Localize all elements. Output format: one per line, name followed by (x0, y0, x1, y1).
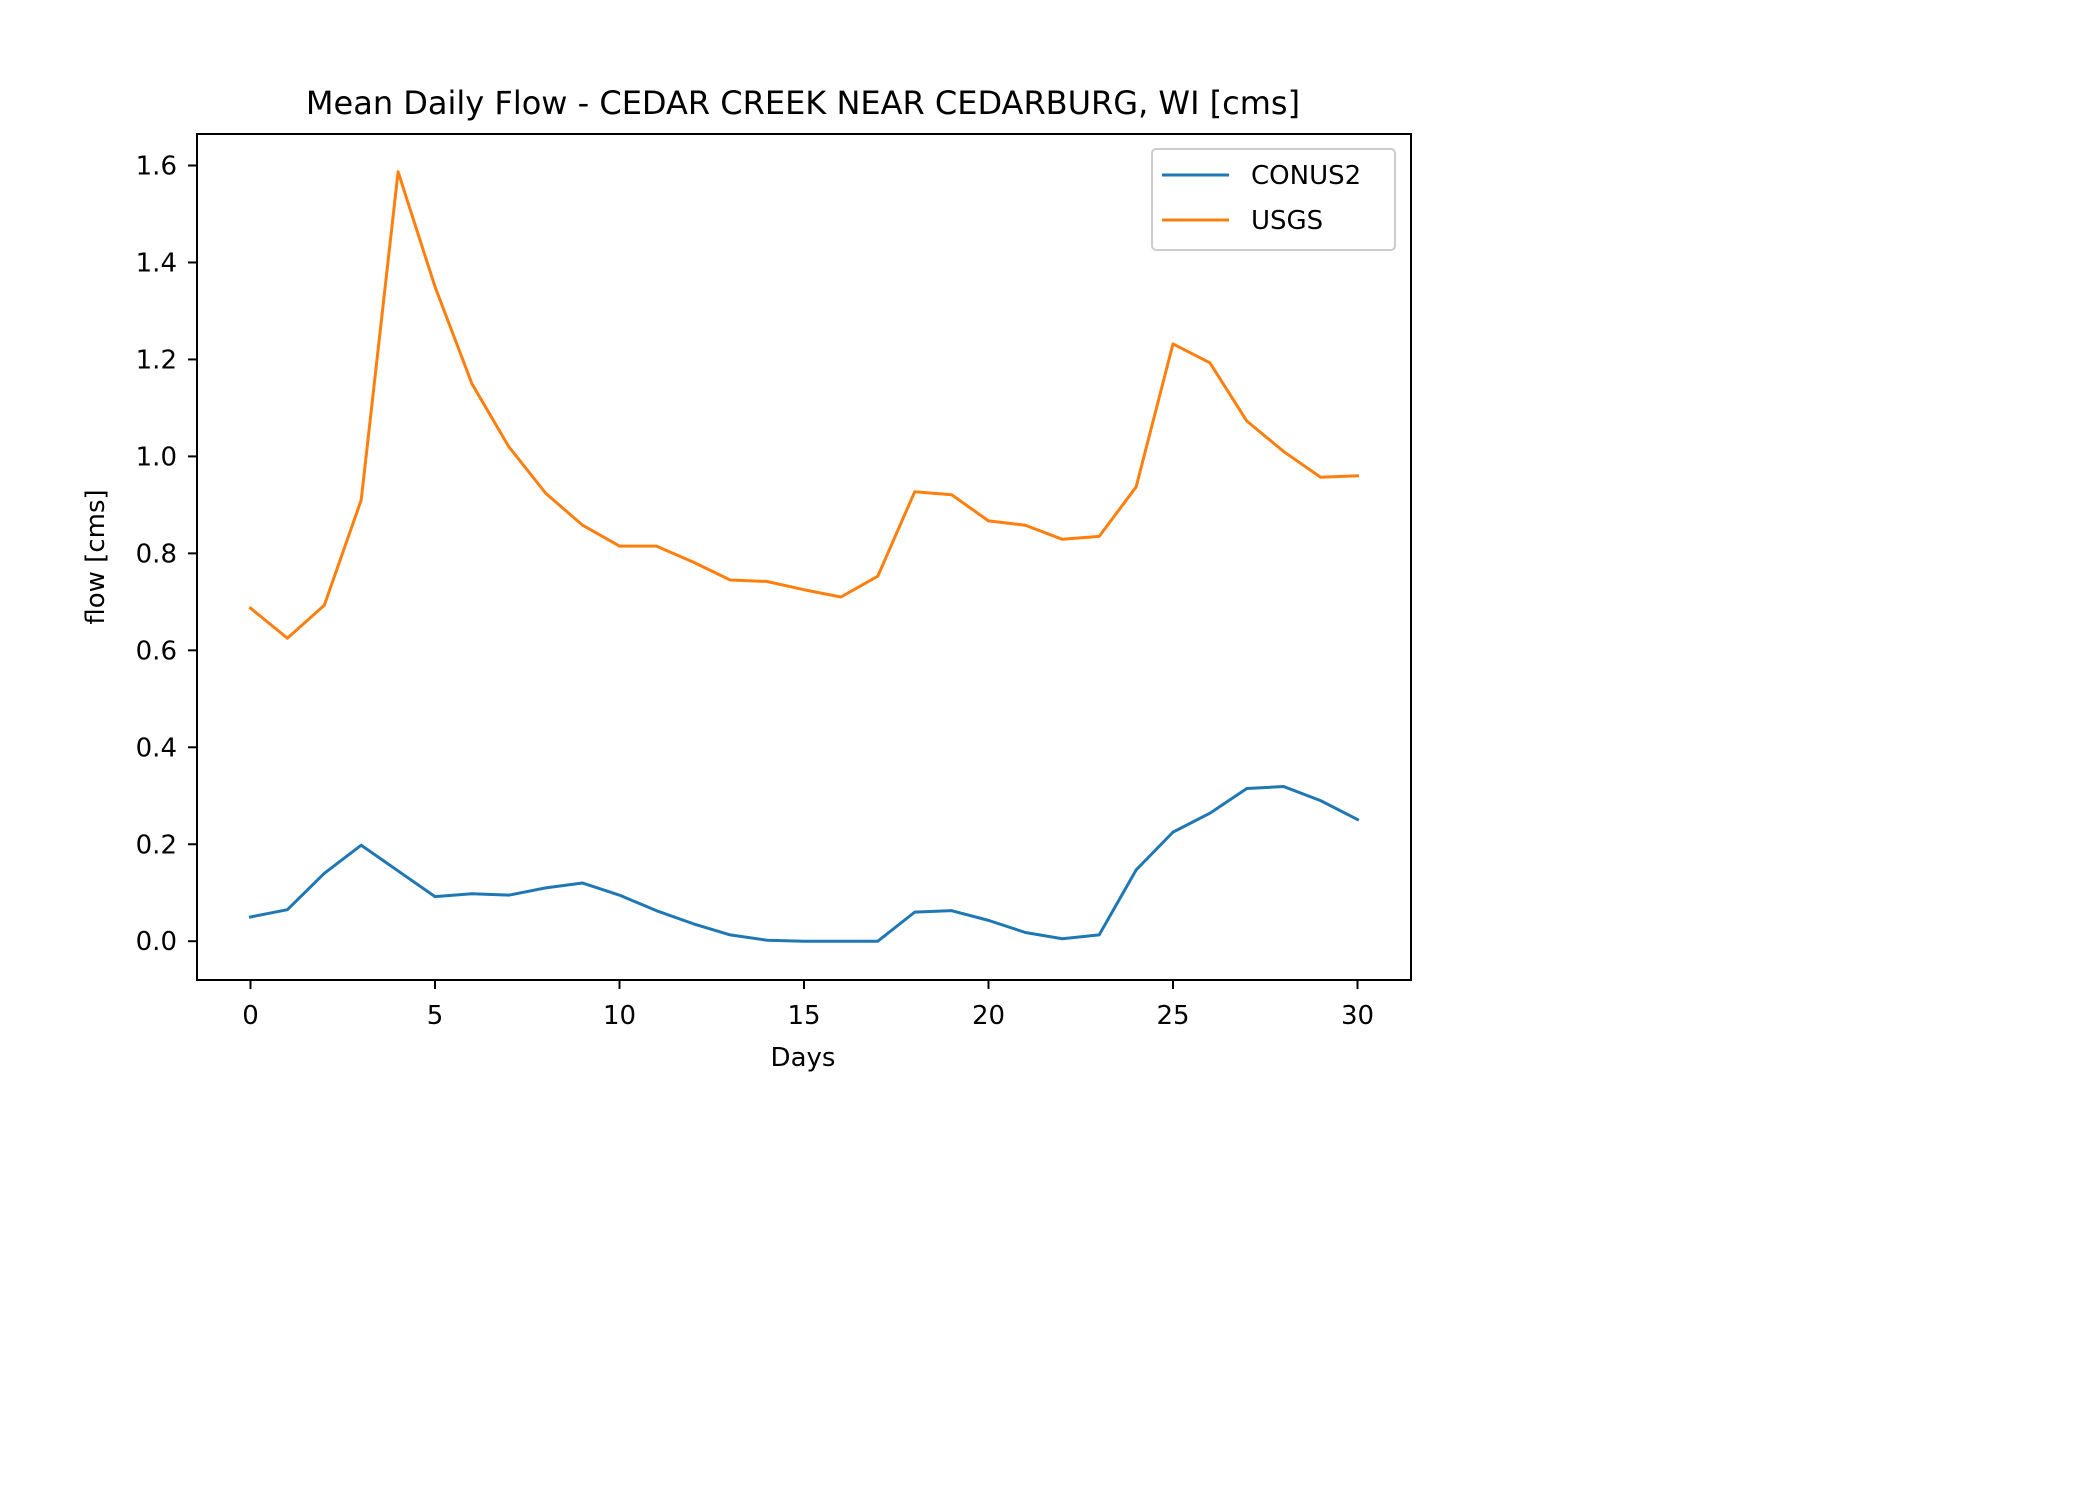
series-line-conus2 (248, 785, 1360, 943)
legend: CONUS2 USGS (1151, 148, 1396, 251)
y-tick-label: 0.6 (136, 636, 177, 666)
y-tick-label: 0.4 (136, 733, 177, 763)
x-tick-label: 25 (1156, 1001, 1189, 1031)
series-layer (248, 170, 1360, 943)
y-tick-label: 0.8 (136, 539, 177, 569)
y-tick-label: 1.4 (136, 248, 177, 278)
x-tick-label: 0 (242, 1001, 259, 1031)
legend-label-conus2: CONUS2 (1251, 161, 1361, 191)
y-tick-label: 1.0 (136, 442, 177, 472)
x-axis-ticks: 0 5 10 15 20 25 30 (242, 980, 1374, 1031)
y-tick-label: 0.0 (136, 927, 177, 957)
y-tick-label: 1.2 (136, 345, 177, 375)
y-tick-label: 1.6 (136, 152, 177, 182)
x-tick-label: 30 (1341, 1001, 1374, 1031)
x-tick-label: 5 (427, 1001, 444, 1031)
x-tick-label: 10 (603, 1001, 636, 1031)
x-tick-label: 15 (787, 1001, 820, 1031)
y-tick-label: 0.2 (136, 830, 177, 860)
line-chart: Mean Daily Flow - CEDAR CREEK NEAR CEDAR… (81, 84, 1412, 1073)
x-axis-label: Days (771, 1043, 836, 1073)
series-line-usgs (248, 170, 1360, 640)
x-tick-label: 20 (972, 1001, 1005, 1031)
chart-root: Mean Daily Flow - CEDAR CREEK NEAR CEDAR… (81, 84, 1412, 1073)
y-axis-label: flow [cms] (81, 489, 111, 624)
y-axis-ticks: 0.0 0.2 0.4 0.6 0.8 1.0 1.2 1.4 1.6 (136, 152, 197, 957)
chart-title: Mean Daily Flow - CEDAR CREEK NEAR CEDAR… (306, 84, 1300, 122)
legend-label-usgs: USGS (1251, 206, 1323, 236)
